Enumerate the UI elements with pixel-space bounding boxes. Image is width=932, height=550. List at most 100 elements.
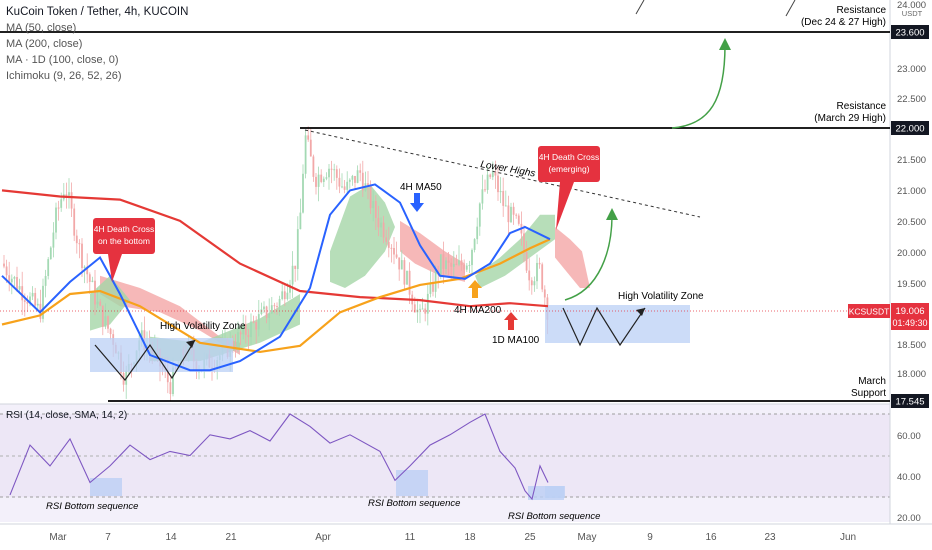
candle-body [377, 217, 380, 228]
price-label-current: 19.006 [895, 306, 924, 317]
rsi-bottom-label-3: RSI Bottom sequence [508, 511, 600, 522]
candle-body [257, 314, 260, 330]
candle-body [400, 260, 403, 270]
symbol-tag-bg [848, 304, 890, 318]
candle-body [70, 192, 73, 209]
price-tick-6: 20.500 [897, 217, 926, 228]
candle-body [354, 175, 356, 183]
candle-body [250, 321, 252, 338]
indicator-ma100-1d[interactable]: MA · 1D (100, close, 0) [6, 54, 119, 66]
rsi-tick-60: 60.00 [897, 431, 921, 442]
candle-body [78, 243, 81, 245]
zigzag-left [94, 339, 196, 381]
indicator-ma200[interactable]: MA (200, close) [6, 38, 83, 50]
cloud-segment-7 [555, 227, 590, 288]
time-tick-9: 9 [647, 532, 653, 543]
ma100-1d-line [1, 189, 549, 308]
ma100-arrow [504, 312, 518, 330]
candle-body [465, 265, 468, 270]
candle-body [330, 168, 333, 170]
candle-body [533, 281, 536, 286]
candle-body [413, 304, 416, 313]
candle-body [101, 305, 104, 327]
rsi-tick-20: 20.00 [897, 513, 921, 524]
candle-body [484, 189, 486, 191]
high-volatility-zone-right [545, 305, 690, 343]
indicator-ichimoku[interactable]: Ichimoku (9, 26, 52, 26) [6, 70, 122, 82]
price-tick-4: 21.500 [897, 155, 926, 166]
indicator-ma50[interactable]: MA (50, close) [6, 22, 77, 34]
candle-body [309, 139, 312, 157]
candle-body [299, 212, 302, 230]
candle-body [140, 330, 143, 341]
candle-body [432, 282, 434, 292]
rsi-indicator-label[interactable]: RSI (14, close, SMA, 14, 2) [6, 410, 127, 421]
candle-body [460, 260, 463, 265]
death-cross-callout-right: 4H Death Cross (emerging) [538, 146, 600, 230]
candle-body [44, 276, 47, 286]
price-axis[interactable]: USDT 24.000 23.000 22.500 21.500 21.000 … [848, 0, 929, 524]
candle-body [296, 229, 299, 269]
candle-body [393, 247, 395, 255]
candle-body [523, 233, 525, 252]
candle-body [491, 171, 494, 178]
candle-body [315, 176, 317, 187]
candle-body [237, 332, 239, 349]
rsi-zone-3 [396, 470, 428, 496]
candle-body [304, 135, 307, 174]
candle-body [322, 178, 325, 182]
candle-body [23, 300, 26, 302]
price-label-22000-bg [891, 121, 929, 135]
candle-body [380, 222, 382, 228]
candle-body [536, 262, 538, 282]
candle-body [265, 306, 268, 318]
candle-body [421, 308, 424, 310]
candle-body [68, 192, 70, 196]
candle-body [486, 174, 489, 190]
candle-body [395, 254, 398, 258]
candle-body [382, 222, 385, 238]
time-tick-21: 21 [225, 532, 237, 543]
candle-body [3, 263, 5, 267]
rsi-line [9, 413, 549, 501]
price-label-support-bg [891, 394, 929, 408]
candle-body [528, 270, 531, 281]
candle-body [517, 215, 520, 224]
candle-body [348, 179, 351, 182]
price-label-23600: 23.600 [895, 28, 924, 39]
candle-body [429, 282, 432, 294]
candle-body [406, 270, 408, 285]
symbol-title[interactable]: KuCoin Token / Tether, 4h, KUCOIN [6, 6, 189, 18]
candle-body [434, 270, 437, 292]
candle-body [450, 262, 453, 267]
zigzag-right [562, 306, 646, 347]
cloud-segment-1 [100, 275, 240, 355]
candle-body [260, 309, 263, 315]
time-axis[interactable]: Mar 7 14 21 Apr 11 18 25 May 9 16 23 Jun [49, 532, 856, 543]
candle-body [502, 190, 505, 206]
time-tick-may: May [578, 532, 597, 543]
candle-body [252, 321, 255, 323]
price-label-support: 17.545 [895, 397, 924, 408]
candle-body [294, 265, 297, 269]
rsi-zone-2 [90, 478, 122, 496]
resistance-mid-line2: (March 29 High) [814, 113, 886, 124]
time-tick-25: 25 [524, 532, 536, 543]
candle-body [291, 265, 294, 285]
candle-body [34, 292, 37, 306]
candle-body [42, 285, 44, 319]
candle-body [18, 286, 21, 290]
candle-body [247, 334, 250, 338]
zigzag-arrowhead [636, 308, 645, 316]
candle-body [333, 169, 336, 171]
candle-body [88, 274, 91, 282]
candle-body [255, 321, 258, 330]
projection-curve-long [671, 44, 726, 129]
candle-body [481, 189, 484, 204]
candle-body [510, 206, 512, 223]
candle-body [328, 168, 330, 178]
candle-body [385, 237, 388, 242]
rsi-zone-4 [528, 486, 564, 500]
high-vol-right-label: High Volatility Zone [618, 291, 704, 302]
